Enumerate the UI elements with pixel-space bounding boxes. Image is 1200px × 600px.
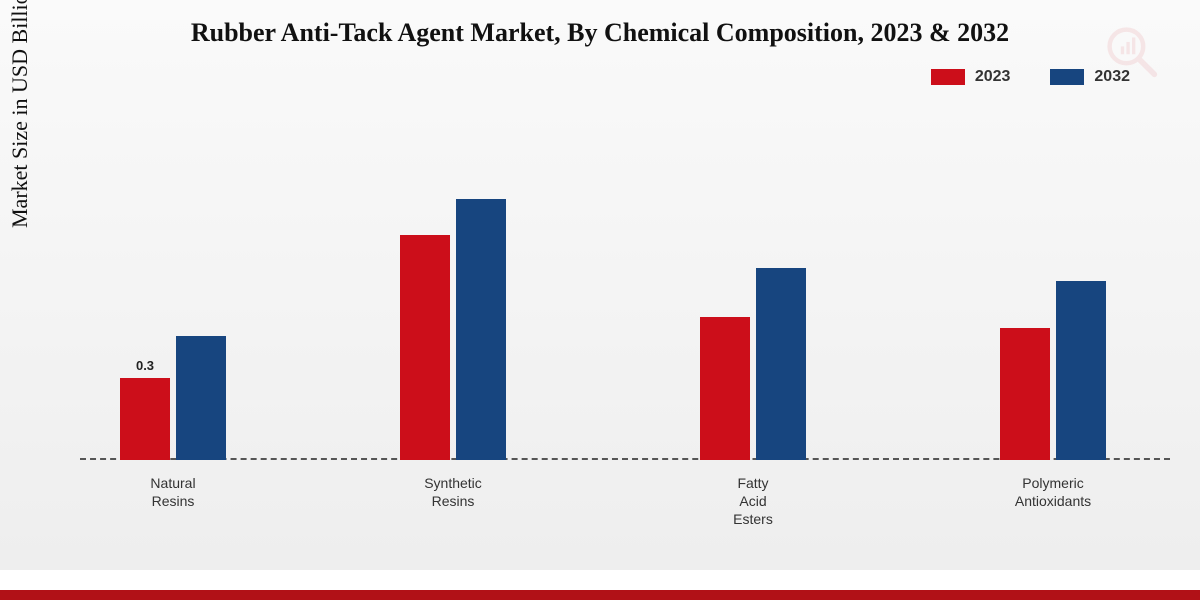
bar xyxy=(1056,281,1106,460)
x-axis-category-label: Natural Resins xyxy=(103,474,243,510)
bar xyxy=(1000,328,1050,460)
footer-gap xyxy=(0,574,1200,590)
plot-area: 0.3Natural Resins Synthetic Resins Fatty A… xyxy=(80,130,1170,460)
bar xyxy=(176,336,226,460)
legend-swatch-2032 xyxy=(1050,69,1084,85)
legend-item-2023: 2023 xyxy=(931,68,1011,86)
x-axis-category-label: Fatty Acid Esters xyxy=(683,474,823,529)
bar-group: Polymeric Antioxidants xyxy=(1000,281,1140,460)
bar-group: Synthetic Resins xyxy=(400,199,540,460)
legend: 2023 2032 xyxy=(931,68,1130,86)
bar xyxy=(700,317,750,460)
footer-bar xyxy=(0,590,1200,600)
x-axis-category-label: Synthetic Resins xyxy=(383,474,523,510)
legend-label-2032: 2032 xyxy=(1094,68,1130,86)
bar xyxy=(400,235,450,461)
bar: 0.3 xyxy=(120,378,170,461)
bar-group: Fatty Acid Esters xyxy=(700,268,840,461)
chart-title: Rubber Anti-Tack Agent Market, By Chemic… xyxy=(0,18,1200,48)
legend-swatch-2023 xyxy=(931,69,965,85)
y-axis-label: Market Size in USD Billion xyxy=(7,0,33,228)
legend-label-2023: 2023 xyxy=(975,68,1011,86)
bar xyxy=(756,268,806,461)
x-axis-category-label: Polymeric Antioxidants xyxy=(983,474,1123,510)
bar xyxy=(456,199,506,460)
legend-item-2032: 2032 xyxy=(1050,68,1130,86)
bar-group: 0.3Natural Resins xyxy=(120,336,260,460)
bar-value-label: 0.3 xyxy=(136,358,154,373)
